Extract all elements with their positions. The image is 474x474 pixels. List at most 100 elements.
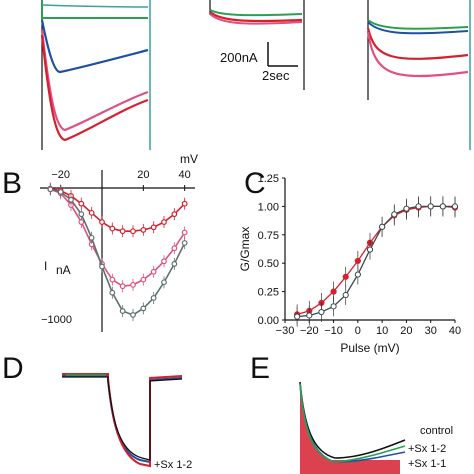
panel-b-label: B <box>2 167 22 200</box>
legend-e-sx11: +Sx 1-1 <box>408 458 446 470</box>
panel-c-data-point <box>330 288 337 295</box>
panel-c-data-point <box>439 203 446 210</box>
panel-b-data-point <box>78 211 85 218</box>
trace-right-red <box>366 27 469 60</box>
panel-b-ylabel-main: I <box>44 259 47 273</box>
panel-c-data-point <box>294 313 301 320</box>
panel-c-data-point <box>318 308 325 316</box>
panel-e: E control +Sx 1-2 +Sx 1-1 <box>250 352 453 474</box>
trace-e-green <box>299 383 406 463</box>
panel-b: B −20 20 40 mV −1000 I nA <box>2 152 198 332</box>
panel-b-x-tick-label: 40 <box>179 169 191 181</box>
trace-e-red-fill <box>300 382 400 474</box>
panel-c-x-tick-label: 10 <box>376 325 388 337</box>
panel-b-data-point <box>130 228 136 235</box>
panel-b-data-point <box>171 245 178 252</box>
panel-b-data-point <box>47 186 54 193</box>
legend-d-sx12: +Sx 1-2 <box>154 459 192 471</box>
panel-c-x-tick-label: 0 <box>355 325 361 337</box>
panel-c-y-tick-label: 1.00 <box>258 201 279 213</box>
panel-c-data-point <box>342 273 349 280</box>
panel-b-data-point <box>181 240 188 246</box>
panel-c-x-tick-label: −30 <box>276 325 295 337</box>
panel-b-data-point <box>78 200 85 207</box>
panel-c-xlabel: Pulse (mV) <box>340 341 399 355</box>
panel-c-data-point <box>330 303 337 310</box>
trace-d-red <box>62 373 183 468</box>
panel-b-data-point <box>140 276 147 283</box>
panel-b-series-line <box>50 188 186 316</box>
panel-b-data-point <box>161 258 167 265</box>
panel-c-data-point <box>342 291 349 299</box>
panel-c-data-point <box>391 211 398 218</box>
panel-b-data-point <box>150 224 157 231</box>
trace-right-green <box>367 19 469 30</box>
trace-left-green <box>41 0 148 19</box>
panel-b-data-point <box>130 312 136 318</box>
panel-b-data-point <box>109 276 116 283</box>
panel-b-data-point <box>140 305 147 312</box>
trace-d-blue <box>62 375 183 464</box>
panel-b-data-point <box>109 225 116 232</box>
panel-e-label: E <box>250 352 270 385</box>
panel-b-data-point <box>88 209 95 216</box>
panel-b-xlabel: mV <box>180 152 198 166</box>
panel-b-data-point <box>181 200 188 207</box>
panel-b-data-point <box>130 281 136 288</box>
panel-c-y-tick-label: 1.25 <box>258 173 279 185</box>
panel-c: C −30 −20 −10 0 10 20 30 40 0.00 0.25 0.50 0.75 1.00… <box>238 167 461 355</box>
panel-b-data-point <box>161 219 167 225</box>
panel-b-data-point <box>99 263 105 270</box>
panel-c-x-tick-label: −10 <box>324 325 343 337</box>
panel-b-data-point <box>68 196 74 203</box>
scale-bar: 200nA 2sec <box>220 42 298 83</box>
panel-c-y-tick-label: 0.50 <box>258 258 279 270</box>
panel-c-data-point <box>354 271 361 278</box>
panel-c-series-line <box>296 205 456 315</box>
trace-left-red <box>40 34 149 142</box>
panel-c-label: C <box>244 167 266 200</box>
legend-e-control: control <box>420 425 453 437</box>
panel-c-data-point <box>403 205 410 212</box>
panel-b-x-tick-label: −20 <box>51 169 70 181</box>
panel-c-data-point <box>366 246 374 253</box>
panel-c-y-tick-label: 0.75 <box>258 230 279 242</box>
panel-b-data-point <box>140 226 147 233</box>
panel-c-y-tick-label: 0.25 <box>258 287 279 299</box>
panel-c-data-point <box>306 312 313 319</box>
panel-c-x-tick-label: −20 <box>300 325 319 337</box>
panel-b-ylabel-sub: nA <box>56 263 71 277</box>
trace-left-teal <box>41 4 149 8</box>
panel-b-x-tick-label: 20 <box>137 169 149 181</box>
panel-b-y-tick-label: −1000 <box>41 314 72 326</box>
trace-mid-green <box>209 9 303 17</box>
panel-c-x-tick-label: 40 <box>449 325 461 337</box>
panel-a-traces <box>40 0 471 150</box>
panel-b-data-point <box>150 295 157 301</box>
panel-b-data-point <box>119 283 126 290</box>
panel-c-ylabel: G/Gmax <box>238 227 252 272</box>
scale-bar-current-label: 200nA <box>220 50 258 65</box>
legend-e-sx12: +Sx 1-2 <box>408 443 446 455</box>
trace-left-blue <box>40 19 149 74</box>
panel-b-data-point <box>57 189 64 195</box>
panel-d-label: D <box>2 352 24 385</box>
trace-right-blue <box>367 21 469 35</box>
panel-c-data-point <box>415 203 422 210</box>
trace-mid-red <box>209 11 303 23</box>
panel-b-data-point <box>109 289 116 296</box>
panel-b-data-point <box>161 279 167 286</box>
panel-b-data-point <box>171 211 178 218</box>
panel-c-x-tick-label: 30 <box>425 325 437 337</box>
panel-c-data-point <box>427 203 434 210</box>
panel-b-data-point <box>99 219 105 225</box>
panel-b-data-point <box>88 234 95 241</box>
trace-mid-pink <box>209 13 303 25</box>
panel-b-data-point <box>181 229 188 236</box>
panel-c-data-point <box>379 223 386 230</box>
panel-d: D +Sx 1-2 <box>2 352 192 471</box>
panel-c-data-point <box>451 203 459 210</box>
panel-c-x-tick-label: 20 <box>400 325 412 337</box>
scale-bar-time-label: 2sec <box>262 68 290 83</box>
